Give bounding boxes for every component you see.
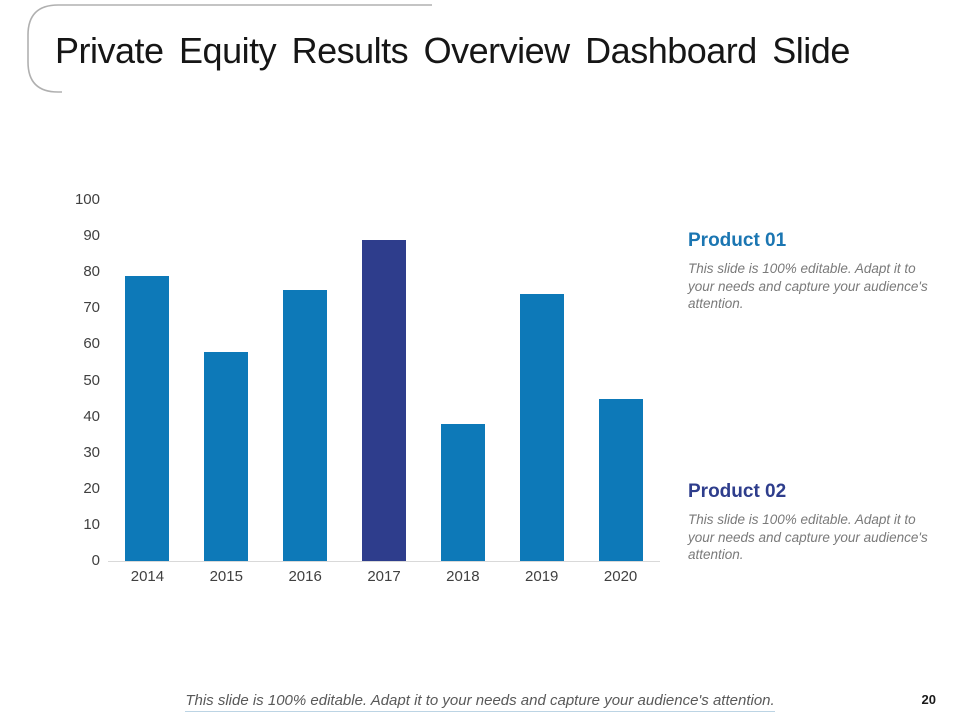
y-tick-label: 10 (83, 515, 100, 533)
bar-2019 (519, 294, 564, 561)
product-02-block: Product 02 This slide is 100% editable. … (688, 481, 928, 564)
bar-slot (581, 200, 660, 561)
x-tick-label: 2020 (603, 568, 638, 585)
bar-2015 (204, 352, 249, 561)
bar-2016 (283, 290, 328, 561)
bar-2018 (440, 424, 485, 561)
bar-slot (423, 200, 502, 561)
y-tick-label: 60 (83, 335, 100, 353)
bar-slot (187, 200, 266, 561)
x-tick-label: 2019 (525, 568, 559, 585)
product-01-body: This slide is 100% editable. Adapt it to… (688, 261, 928, 311)
plot-area (108, 200, 660, 562)
footer-note: This slide is 100% editable. Adapt it to… (0, 692, 960, 712)
page-number: 20 (921, 692, 936, 707)
x-axis: 2014 2015 2016 2017 2018 2019 2020 (108, 568, 660, 585)
x-tick-label: 2017 (367, 568, 401, 585)
bar-slot (502, 200, 581, 561)
product-01-block: Product 01 This slide is 100% editable. … (688, 230, 928, 313)
x-tick-label: 2015 (209, 568, 243, 585)
bar-2017 (362, 240, 406, 561)
bar-2020 (598, 399, 643, 561)
bar-slot (345, 200, 424, 561)
y-tick-label: 20 (83, 479, 100, 497)
x-tick-label: 2018 (446, 568, 480, 585)
bar-2014 (125, 276, 170, 561)
y-tick-label: 90 (83, 227, 100, 245)
bar-slot (108, 200, 187, 561)
x-tick-label: 2016 (288, 568, 322, 585)
footer-note-text: This slide is 100% editable. Adapt it to… (185, 692, 775, 712)
y-tick-label: 50 (83, 371, 100, 389)
y-tick-label: 100 (74, 191, 100, 208)
product-02-body: This slide is 100% editable. Adapt it to… (688, 512, 928, 562)
y-tick-label: 80 (83, 263, 100, 281)
product-02-heading: Product 02 (688, 481, 787, 502)
product-01-heading: Product 01 (688, 230, 787, 251)
y-tick-label: 30 (83, 443, 100, 461)
y-tick-label: 0 (91, 552, 100, 569)
slide-title: Private Equity Results Overview Dashboar… (55, 30, 850, 71)
y-tick-label: 70 (83, 299, 100, 317)
y-tick-label: 40 (83, 407, 100, 425)
x-tick-label: 2014 (130, 568, 165, 585)
bar-slot (266, 200, 345, 561)
bar-chart: 0 10 20 30 40 50 60 70 80 90 100 2014 2015 2016 2017 2… (74, 191, 660, 585)
